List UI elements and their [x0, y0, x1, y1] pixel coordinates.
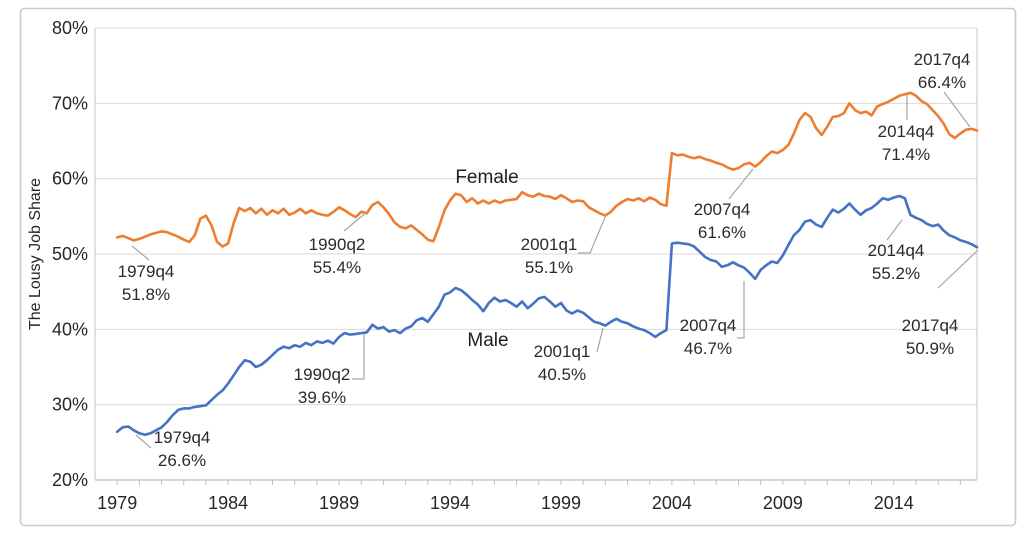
annotation-date-female-1979q4: 1979q4: [118, 262, 175, 281]
y-label-80: 80%: [52, 18, 88, 38]
annotation-date-male-1979q4: 1979q4: [154, 428, 211, 447]
y-label-50: 50%: [52, 244, 88, 264]
annotation-leader-female-2007q4: [728, 168, 754, 200]
x-label-2014: 2014: [874, 493, 914, 513]
annotation-value-male-2001q1: 40.5%: [538, 365, 586, 384]
annotation-date-female-1990q2: 1990q2: [309, 235, 366, 254]
annotation-value-female-2007q4: 61.6%: [698, 223, 746, 242]
annotation-male-2001q1: 2001q1 40.5%: [534, 327, 604, 384]
annotation-date-female-2007q4: 2007q4: [694, 200, 751, 219]
annotation-female-2007q4: 2007q4 61.6%: [694, 168, 754, 242]
annotation-leader-male-2001q1: [596, 327, 604, 353]
annotation-value-female-1979q4: 51.8%: [122, 285, 170, 304]
annotation-leader-male-2007q4: [737, 281, 745, 339]
annotation-male-1979q4: 1979q4 26.6%: [135, 428, 211, 470]
annotation-female-2001q1: 2001q1 55.1%: [521, 214, 607, 277]
annotation-leader-female-1990q2: [343, 211, 368, 232]
y-label-20: 20%: [52, 470, 88, 490]
female-label: Female: [455, 167, 518, 188]
y-axis-title: The Lousy Job Share: [27, 178, 44, 330]
annotation-date-male-2014q4: 2014q4: [868, 241, 925, 260]
male-label: Male: [467, 330, 508, 351]
annotation-leader-female-1979q4: [131, 245, 150, 261]
annotation-leader-male-1990q2: [352, 334, 365, 380]
y-label-70: 70%: [52, 93, 88, 113]
annotation-value-male-1979q4: 26.6%: [158, 451, 206, 470]
annotation-value-male-1990q2: 39.6%: [298, 388, 346, 407]
chart-frame: [19, 7, 1017, 527]
annotation-leader-male-1979q4: [135, 434, 152, 449]
annotation-date-male-2017q4: 2017q4: [902, 316, 959, 335]
x-label-1979: 1979: [97, 493, 137, 513]
x-label-1989: 1989: [319, 493, 359, 513]
y-label-40: 40%: [52, 319, 88, 339]
annotation-leader-male-2017q4: [937, 249, 979, 289]
annotation-value-female-1990q2: 55.4%: [313, 258, 361, 277]
annotation-date-female-2001q1: 2001q1: [521, 235, 578, 254]
male-line: [115, 194, 979, 437]
annotation-male-2014q4: 2014q4 55.2%: [868, 219, 925, 283]
annotation-female-2014q4: 2014q4 71.4%: [878, 95, 935, 164]
annotation-female-1979q4: 1979q4 51.8%: [118, 245, 175, 304]
annotation-value-male-2014q4: 55.2%: [872, 264, 920, 283]
annotation-male-2007q4: 2007q4 46.7%: [680, 281, 745, 358]
annotation-date-female-2014q4: 2014q4: [878, 122, 935, 141]
x-label-2009: 2009: [763, 493, 803, 513]
x-label-1994: 1994: [430, 493, 470, 513]
annotations: 1979q4 51.8% 1979q4 26.6% 1990q2 55.4% 1990q2 3…: [118, 50, 979, 470]
annotation-leader-male-2014q4: [886, 219, 903, 241]
annotation-value-female-2001q1: 55.1%: [525, 258, 573, 277]
y-label-30: 30%: [52, 395, 88, 415]
x-label-1984: 1984: [208, 493, 248, 513]
female-line: [115, 91, 979, 248]
annotation-male-2017q4: 2017q4 50.9%: [902, 249, 979, 358]
gridlines: [94, 27, 978, 480]
x-label-1999: 1999: [541, 493, 581, 513]
annotation-date-male-1990q2: 1990q2: [294, 365, 351, 384]
annotation-value-female-2014q4: 71.4%: [882, 145, 930, 164]
annotation-value-male-2017q4: 50.9%: [906, 339, 954, 358]
annotation-date-male-2007q4: 2007q4: [680, 316, 737, 335]
y-axis-labels: 20% 30% 40% 50% 60% 70% 80%: [52, 18, 88, 490]
annotation-leader-female-2017q4: [943, 91, 971, 128]
x-axis-ticks: [116, 480, 961, 485]
annotation-female-2017q4: 2017q4 66.4%: [914, 50, 971, 128]
annotation-male-1990q2: 1990q2 39.6%: [294, 334, 365, 407]
annotation-value-female-2017q4: 66.4%: [918, 73, 966, 92]
annotation-female-1990q2: 1990q2 55.4%: [309, 211, 368, 277]
annotation-date-male-2001q1: 2001q1: [534, 342, 591, 361]
x-axis-labels: 1979 1984 1989 1994 1999 2004 2009 2014: [97, 493, 914, 513]
annotation-date-female-2017q4: 2017q4: [914, 50, 971, 69]
annotation-leader-female-2001q1: [578, 214, 607, 254]
annotation-value-male-2007q4: 46.7%: [684, 339, 732, 358]
y-label-60: 60%: [52, 169, 88, 189]
x-label-2004: 2004: [652, 493, 692, 513]
